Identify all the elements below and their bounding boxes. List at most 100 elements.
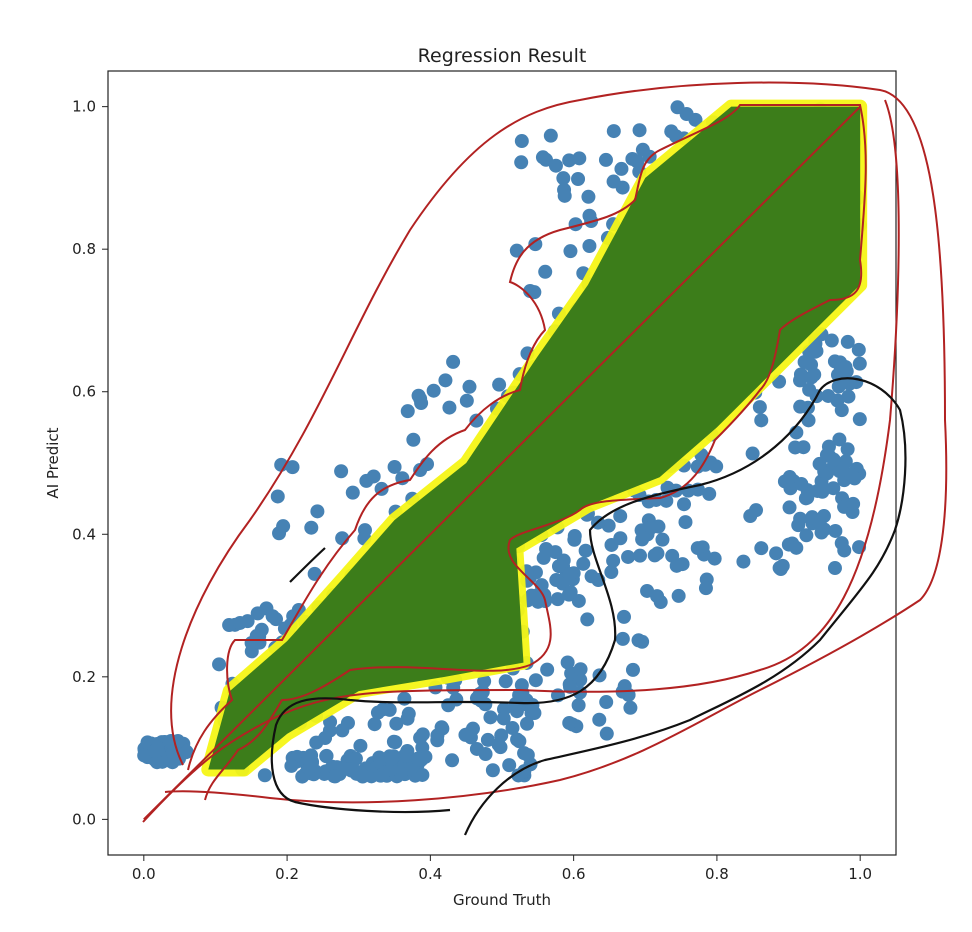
scatter-point	[528, 673, 543, 688]
scatter-point	[284, 758, 299, 773]
scatter-point	[841, 389, 856, 404]
scatter-point	[442, 400, 457, 415]
scatter-point	[847, 471, 862, 486]
chart-title: Regression Result	[418, 45, 587, 67]
scatter-point	[414, 396, 429, 411]
scatter-point	[644, 520, 659, 535]
scatter-point	[563, 679, 578, 694]
scatter-point	[650, 589, 665, 604]
scatter-point	[415, 767, 430, 782]
scatter-point	[304, 520, 319, 535]
scatter-point	[799, 528, 814, 543]
scatter-point	[389, 716, 404, 731]
scatter-point	[286, 609, 301, 624]
scatter-point	[635, 532, 650, 547]
scatter-point	[307, 566, 322, 581]
scatter-point	[804, 370, 819, 385]
scatter-point	[669, 558, 684, 573]
scatter-point	[505, 721, 520, 736]
scatter-point	[698, 581, 713, 596]
scatter-point	[520, 747, 535, 762]
scatter-point	[625, 662, 640, 677]
scatter-point	[563, 585, 578, 600]
annotation-red-inner-outline	[187, 104, 867, 801]
scatter-point	[438, 373, 453, 388]
scatter-point	[616, 609, 631, 624]
scatter-point	[707, 551, 722, 566]
plot-area	[137, 99, 868, 821]
scatter-point	[445, 753, 460, 768]
scatter-point	[592, 712, 607, 727]
scatter-point	[782, 500, 797, 515]
scatter-point	[212, 657, 227, 672]
scatter-point	[446, 680, 461, 695]
x-axis-label: Ground Truth	[453, 891, 551, 909]
scatter-point	[556, 553, 571, 568]
scatter-point	[502, 758, 517, 773]
scatter-point	[690, 541, 705, 556]
scatter-point	[370, 705, 385, 720]
scatter-point	[793, 373, 808, 388]
scatter-point	[621, 549, 636, 564]
scatter-point	[617, 679, 632, 694]
scatter-point	[514, 134, 529, 149]
scatter-point	[824, 333, 839, 348]
y-tick-label: 0.0	[72, 810, 96, 828]
scatter-point	[520, 716, 535, 731]
scatter-point	[601, 518, 616, 533]
x-tick-label: 0.0	[132, 865, 156, 883]
scatter-point	[576, 556, 591, 571]
scatter-point	[821, 388, 836, 403]
scatter-point	[535, 150, 550, 165]
y-axis-label: AI Predict	[44, 427, 62, 498]
scatter-point	[635, 142, 650, 157]
x-tick-label: 0.4	[418, 865, 442, 883]
scatter-point	[826, 452, 841, 467]
scatter-point	[477, 674, 492, 689]
scatter-point	[384, 751, 399, 766]
x-axis: 0.0 0.2 0.4 0.6 0.8 1.0	[132, 855, 872, 883]
scatter-point	[406, 432, 421, 447]
scatter-point	[819, 466, 834, 481]
scatter-point	[789, 540, 804, 555]
scatter-point	[367, 717, 382, 732]
scatter-point	[494, 728, 509, 743]
scatter-point	[318, 731, 333, 746]
scatter-point	[581, 189, 596, 204]
scatter-point	[826, 481, 841, 496]
scatter-point	[840, 442, 855, 457]
scatter-point	[647, 548, 662, 563]
scatter-point	[812, 516, 827, 531]
scatter-point	[522, 570, 537, 585]
scatter-point	[613, 531, 628, 546]
scatter-point	[796, 440, 811, 455]
scatter-point	[840, 334, 855, 349]
scatter-point	[334, 464, 349, 479]
scatter-point	[459, 393, 474, 408]
scatter-point	[562, 715, 577, 730]
scatter-point	[483, 710, 498, 725]
scatter-point	[562, 566, 577, 581]
scatter-point	[179, 744, 194, 759]
scatter-point	[578, 543, 593, 558]
scatter-point	[511, 768, 526, 783]
scatter-point	[834, 403, 849, 418]
scatter-point	[493, 740, 508, 755]
scatter-point	[480, 732, 495, 747]
scatter-point	[556, 171, 571, 186]
scatter-point	[834, 536, 849, 551]
scatter-point	[702, 486, 717, 501]
scatter-point	[678, 515, 693, 530]
scatter-point	[599, 695, 614, 710]
y-tick-label: 0.2	[72, 668, 96, 686]
scatter-point	[465, 721, 480, 736]
annotation-red-outer-loop	[164, 81, 948, 804]
scatter-point	[676, 497, 691, 512]
scatter-point	[240, 614, 255, 629]
scatter-point	[582, 208, 597, 223]
scatter-point	[804, 357, 819, 372]
scatter-point	[632, 548, 647, 563]
scatter-point	[540, 662, 555, 677]
scatter-point	[449, 692, 464, 707]
scatter-point	[257, 768, 272, 783]
